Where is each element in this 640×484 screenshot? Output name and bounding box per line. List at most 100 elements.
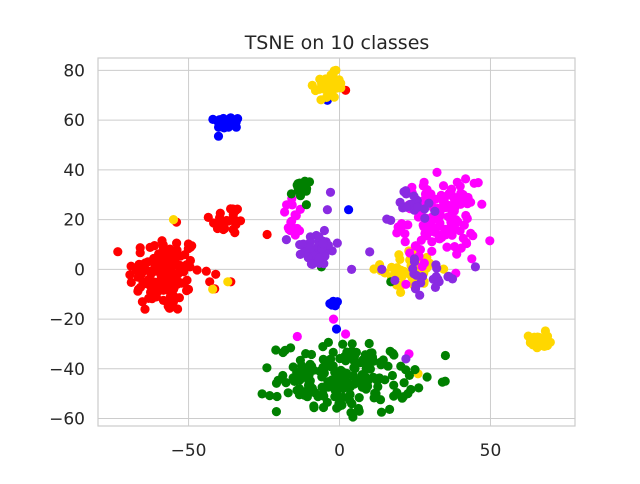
data-point [185, 242, 196, 252]
data-point [440, 350, 450, 361]
data-point [422, 372, 432, 382]
data-point [295, 240, 305, 250]
data-point [387, 370, 397, 381]
data-point [417, 261, 427, 272]
data-point [466, 197, 476, 207]
data-point [399, 378, 409, 388]
data-point [307, 80, 317, 90]
data-point [286, 217, 296, 227]
data-point [143, 257, 153, 267]
data-point [420, 213, 430, 223]
data-point [452, 177, 462, 187]
data-point [424, 221, 434, 231]
data-point [374, 373, 384, 383]
data-point [447, 190, 457, 200]
data-point [328, 79, 338, 89]
data-point [354, 393, 364, 403]
data-point [437, 377, 447, 387]
data-point [334, 370, 345, 380]
data-point [422, 231, 432, 241]
data-point [280, 207, 290, 217]
data-point [376, 407, 387, 417]
data-point [328, 314, 339, 324]
y-tick-label: −60 [49, 410, 85, 430]
y-tick-label: −40 [49, 360, 85, 380]
data-point [165, 248, 175, 258]
data-point [400, 237, 410, 247]
data-point [427, 237, 437, 247]
data-point [182, 286, 192, 296]
data-point [301, 349, 311, 359]
data-point [434, 277, 444, 287]
data-point [449, 206, 459, 216]
data-point [271, 345, 281, 355]
data-point [473, 178, 483, 188]
data-point [335, 353, 345, 364]
data-point [461, 174, 471, 184]
data-point [375, 395, 386, 405]
data-point [222, 115, 232, 125]
x-tick-label: 50 [480, 441, 502, 461]
data-point [334, 399, 344, 409]
data-point [145, 242, 155, 252]
data-point [385, 404, 395, 414]
data-point [281, 378, 291, 388]
data-point [223, 277, 233, 287]
data-point [257, 389, 267, 399]
data-point [318, 389, 328, 399]
data-point [439, 264, 449, 274]
data-point [329, 92, 339, 102]
data-point [182, 275, 192, 285]
data-point [365, 247, 375, 257]
data-point [318, 238, 328, 249]
data-point [470, 262, 480, 272]
data-point [349, 351, 360, 361]
data-point [125, 270, 135, 280]
data-point [370, 388, 380, 398]
data-point [367, 348, 377, 358]
data-point [173, 279, 183, 289]
data-point [323, 337, 333, 347]
x-tick-label: 0 [334, 441, 345, 461]
data-point [353, 403, 364, 414]
data-point [485, 236, 495, 246]
data-point [438, 181, 449, 191]
data-point [461, 210, 471, 221]
y-tick-label: 60 [63, 111, 85, 131]
data-point [137, 297, 147, 307]
data-point [383, 361, 393, 371]
data-point [450, 242, 460, 252]
data-point [347, 399, 357, 409]
data-point [528, 336, 538, 346]
data-point [262, 229, 272, 240]
data-point [201, 266, 211, 276]
data-point [344, 205, 354, 215]
data-point [278, 347, 288, 358]
data-point [303, 385, 313, 395]
data-point [349, 363, 359, 373]
data-point [233, 114, 243, 124]
data-points [113, 65, 555, 422]
data-point [295, 249, 305, 259]
data-point [409, 254, 419, 264]
data-point [140, 304, 150, 314]
data-point [427, 246, 437, 256]
data-point [192, 265, 202, 275]
data-point [315, 74, 325, 84]
data-point [271, 407, 281, 417]
data-point [281, 235, 291, 245]
data-point [467, 254, 477, 264]
y-tick-label: 80 [63, 61, 85, 81]
data-point [382, 214, 392, 224]
data-point [283, 388, 293, 398]
data-point [150, 254, 160, 264]
data-point [350, 378, 360, 388]
data-point [262, 363, 272, 373]
axes-frame [97, 57, 576, 427]
data-point [301, 200, 311, 210]
data-point [265, 391, 275, 401]
data-point [168, 296, 179, 307]
data-point [307, 361, 317, 371]
data-point [396, 287, 406, 297]
data-point [389, 391, 399, 401]
